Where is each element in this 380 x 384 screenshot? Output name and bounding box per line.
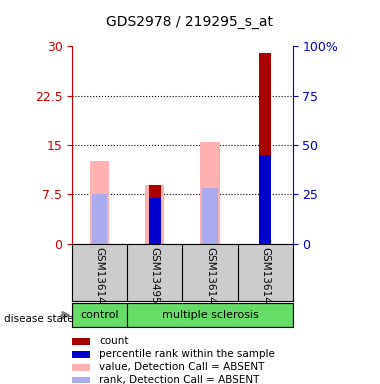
Bar (259, 155, 271, 244)
Text: count: count (99, 336, 128, 346)
Text: GDS2978 / 219295_s_at: GDS2978 / 219295_s_at (106, 15, 274, 28)
Text: value, Detection Call = ABSENT: value, Detection Call = ABSENT (99, 362, 264, 372)
Bar (90, 161, 109, 244)
Bar (72, 364, 90, 371)
Bar (202, 188, 218, 244)
Bar (72, 303, 127, 327)
Bar (72, 377, 90, 384)
Text: control: control (81, 310, 119, 320)
Bar (92, 194, 108, 244)
Bar (200, 142, 220, 244)
Bar (145, 185, 165, 244)
Bar (72, 338, 90, 344)
Text: multiple sclerosis: multiple sclerosis (162, 310, 258, 320)
Text: rank, Detection Call = ABSENT: rank, Detection Call = ABSENT (99, 376, 259, 384)
Bar (72, 351, 90, 358)
Bar (259, 53, 271, 244)
Bar (127, 303, 293, 327)
Text: percentile rank within the sample: percentile rank within the sample (99, 349, 275, 359)
Text: GSM136147: GSM136147 (205, 247, 215, 310)
Bar (149, 198, 161, 244)
Text: GSM134953: GSM134953 (150, 247, 160, 310)
Text: GSM136149: GSM136149 (260, 247, 270, 310)
Text: GSM136140: GSM136140 (95, 247, 105, 310)
Bar (149, 185, 161, 244)
Text: disease state: disease state (4, 314, 73, 324)
